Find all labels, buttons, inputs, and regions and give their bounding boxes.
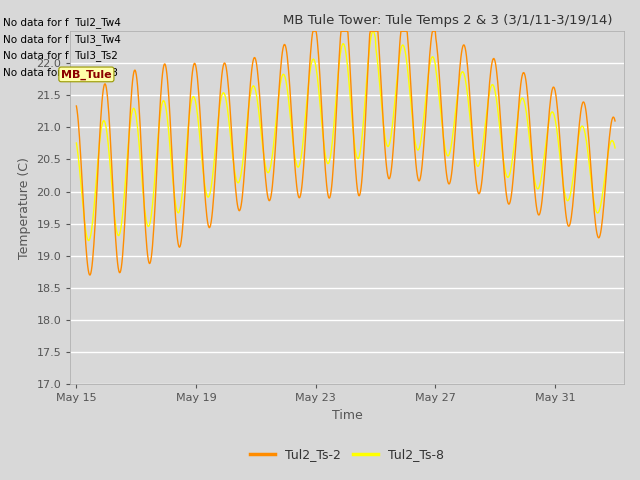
Text: MB_Tule: MB_Tule bbox=[61, 69, 112, 80]
Tul2_Ts-2 bbox=[200, 173, 207, 179]
Tul2_Ts-8 bbox=[72, 140, 80, 146]
Tul2_Ts-2 bbox=[509, 181, 516, 187]
Line: Tul2_Ts-8: Tul2_Ts-8 bbox=[76, 31, 615, 240]
Tul2_Ts-2 bbox=[86, 272, 94, 278]
Tul2_Ts-2 bbox=[309, 28, 317, 34]
Tul2_Ts-8 bbox=[298, 150, 305, 156]
Tul2_Ts-8 bbox=[93, 177, 100, 182]
Tul2_Ts-2 bbox=[72, 103, 80, 109]
Text: No data for f  Tul3_Ts2: No data for f Tul3_Ts2 bbox=[3, 50, 118, 61]
Tul2_Ts-2 bbox=[611, 118, 619, 124]
Tul2_Ts-8 bbox=[379, 116, 387, 122]
Text: No data for f  Tul3_Ts8: No data for f Tul3_Ts8 bbox=[3, 67, 118, 78]
Tul2_Ts-8 bbox=[369, 28, 377, 34]
Tul2_Ts-8 bbox=[200, 174, 207, 180]
Tul2_Ts-2 bbox=[379, 112, 387, 118]
Text: No data for f  Tul2_Tw4: No data for f Tul2_Tw4 bbox=[3, 17, 121, 28]
Tul2_Ts-2 bbox=[269, 177, 277, 182]
Tul2_Ts-8 bbox=[269, 147, 277, 153]
Tul2_Ts-8 bbox=[611, 145, 619, 151]
Legend: Tul2_Ts-2, Tul2_Ts-8: Tul2_Ts-2, Tul2_Ts-8 bbox=[245, 443, 449, 466]
Tul2_Ts-8 bbox=[85, 238, 93, 243]
Y-axis label: Temperature (C): Temperature (C) bbox=[18, 156, 31, 259]
Text: MB Tule Tower: Tule Temps 2 & 3 (3/1/11-3/19/14): MB Tule Tower: Tule Temps 2 & 3 (3/1/11-… bbox=[284, 14, 613, 27]
Tul2_Ts-2 bbox=[93, 198, 100, 204]
X-axis label: Time: Time bbox=[332, 408, 363, 421]
Tul2_Ts-8 bbox=[509, 155, 516, 160]
Line: Tul2_Ts-2: Tul2_Ts-2 bbox=[76, 31, 615, 275]
Tul2_Ts-2 bbox=[298, 185, 305, 191]
Text: No data for f  Tul3_Tw4: No data for f Tul3_Tw4 bbox=[3, 34, 121, 45]
